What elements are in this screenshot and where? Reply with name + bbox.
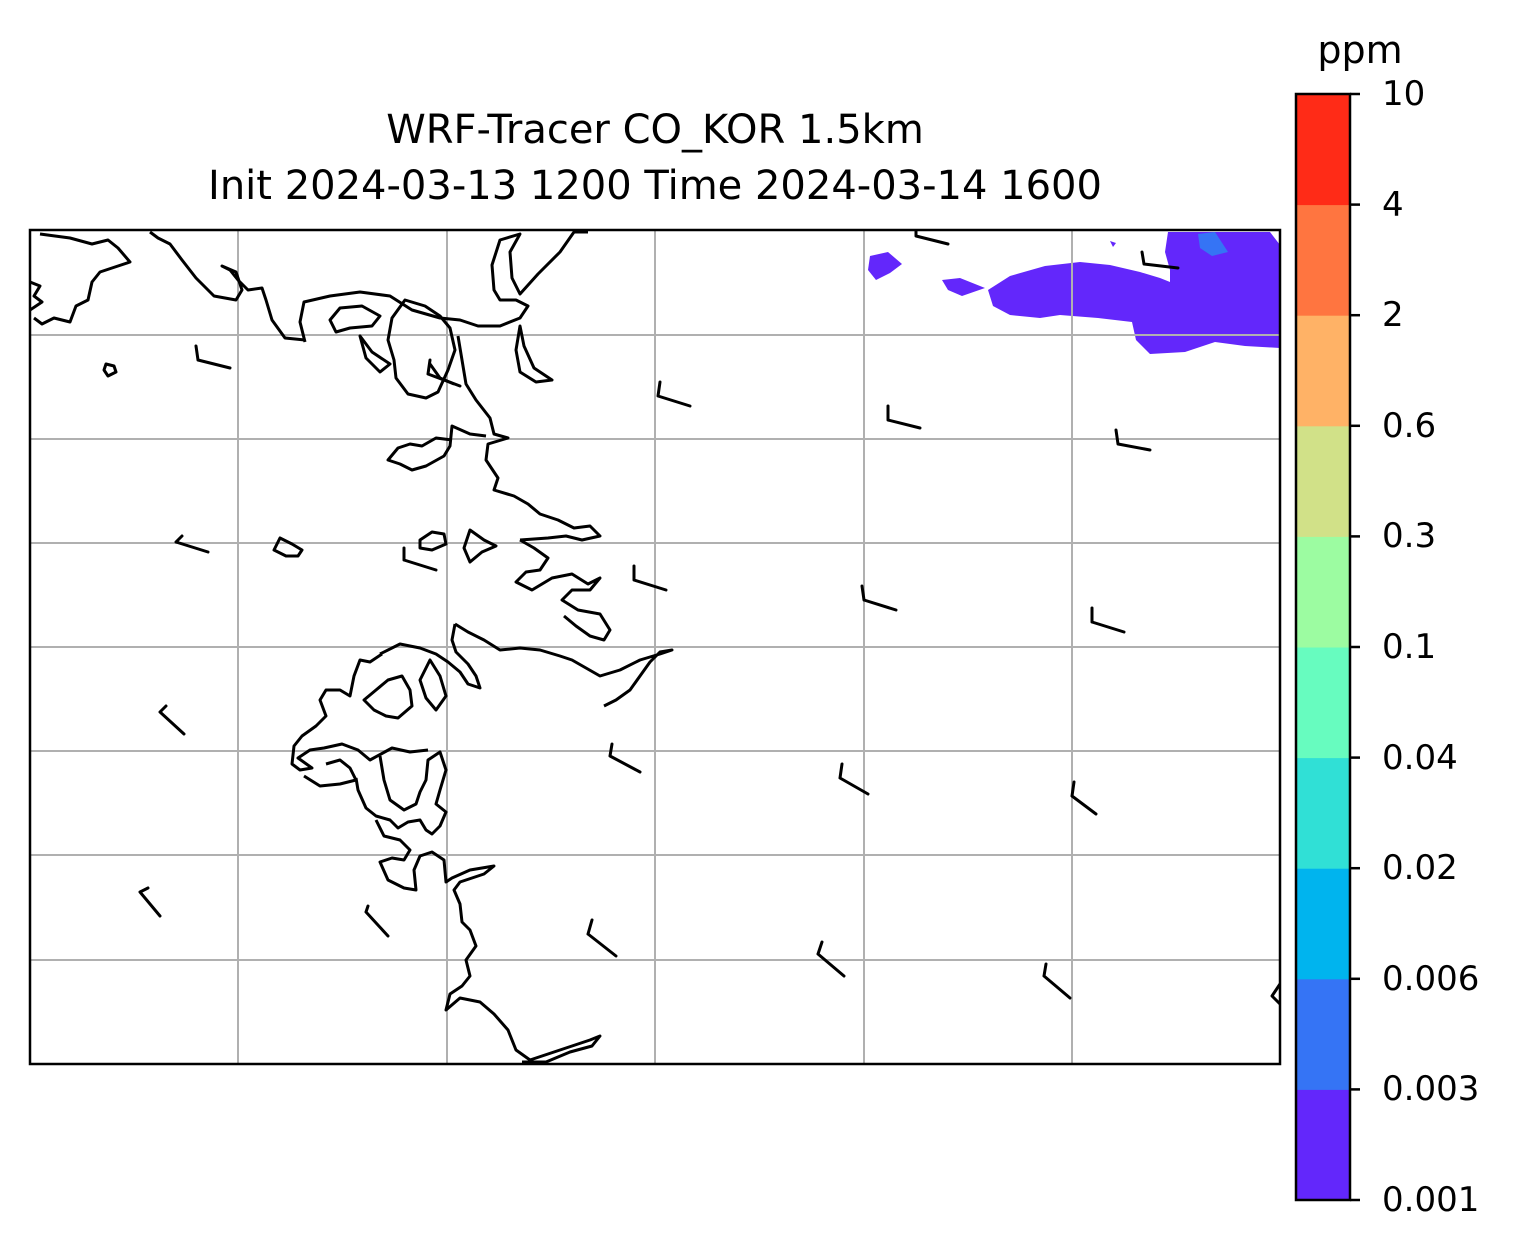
colorbar-band [1296,647,1350,759]
plume-patch-1 [868,252,902,280]
colorbar-band [1296,536,1350,648]
colorbar-band [1296,978,1350,1090]
colorbar-band [1296,204,1350,316]
colorbar-unit-label: ppm [1317,28,1403,72]
colorbar-band [1296,1089,1350,1201]
coastlines [30,230,1280,1064]
wind-barbs [138,230,1180,1000]
colorbar-tick-label: 2 [1382,295,1404,336]
colorbar-tick-label: 10 [1382,74,1426,114]
colorbar-tick-label: 0.001 [1382,1180,1480,1220]
colorbar-tick-label: 4 [1382,184,1404,225]
colorbar-tick-label: 0.04 [1382,737,1458,778]
colorbar-tick-label: 0.02 [1382,848,1458,889]
tracer-plume [868,232,1280,354]
colorbar-tick-label: 0.003 [1382,1069,1480,1110]
colorbar-band [1296,94,1350,206]
colorbar-band [1296,315,1350,427]
plume-patch-2 [942,278,985,296]
colorbar-tick-label: 0.1 [1382,627,1437,667]
map-frame [28,228,1282,1066]
map-title-line-1: WRF-Tracer CO_KOR 1.5km [386,107,924,153]
colorbar-tick-label: 0.006 [1382,958,1480,999]
colorbar-band [1296,757,1350,869]
map-title-line-2: Init 2024-03-13 1200 Time 2024-03-14 160… [208,163,1102,209]
colorbar-band [1296,868,1350,980]
plume-core [1198,232,1228,256]
plume-patch-3 [1110,241,1116,247]
plume-northeast [988,232,1280,354]
gridlines [30,230,1280,1064]
colorbar-tick-label: 0.6 [1382,405,1437,446]
colorbar-band [1296,425,1350,537]
colorbar-tick-label: 0.3 [1382,516,1437,557]
